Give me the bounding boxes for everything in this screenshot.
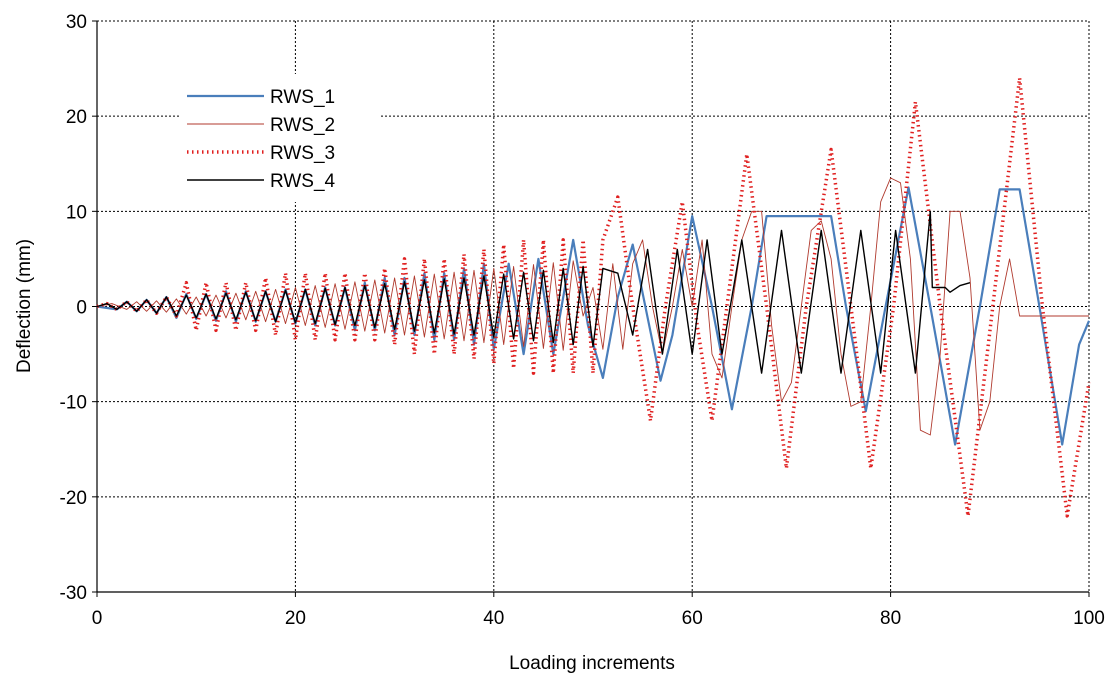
tick-labels: -30 -20 -10 0 10 20 30 0 20 40 60 80 100 <box>60 12 1105 629</box>
y-tick-label: -30 <box>60 583 87 604</box>
y-tick-label: 30 <box>66 12 87 33</box>
y-tick-label: 10 <box>66 202 87 223</box>
y-tick-label: 0 <box>76 298 87 319</box>
y-tick-label: 20 <box>66 107 87 128</box>
x-tick-label: 100 <box>1073 608 1105 629</box>
x-tick-label: 60 <box>682 608 703 629</box>
legend: RWS_1 RWS_2 RWS_3 RWS_4 <box>180 74 380 202</box>
x-tick-label: 20 <box>285 608 306 629</box>
x-tick-label: 40 <box>483 608 504 629</box>
x-axis-title: Loading increments <box>509 653 675 674</box>
legend-label: RWS_1 <box>270 87 335 108</box>
legend-label: RWS_4 <box>270 171 336 192</box>
series-lines <box>96 76 1091 518</box>
legend-label: RWS_2 <box>270 115 335 136</box>
x-tick-label: 0 <box>92 608 103 629</box>
legend-label: RWS_3 <box>270 143 335 164</box>
y-tick-label: -20 <box>60 488 87 509</box>
y-axis-title: Deflection (mm) <box>14 239 35 373</box>
gridlines <box>97 20 1090 592</box>
y-tick-label: -10 <box>60 393 87 414</box>
x-tick-label: 80 <box>880 608 901 629</box>
series-line-rws-4 <box>96 210 971 374</box>
